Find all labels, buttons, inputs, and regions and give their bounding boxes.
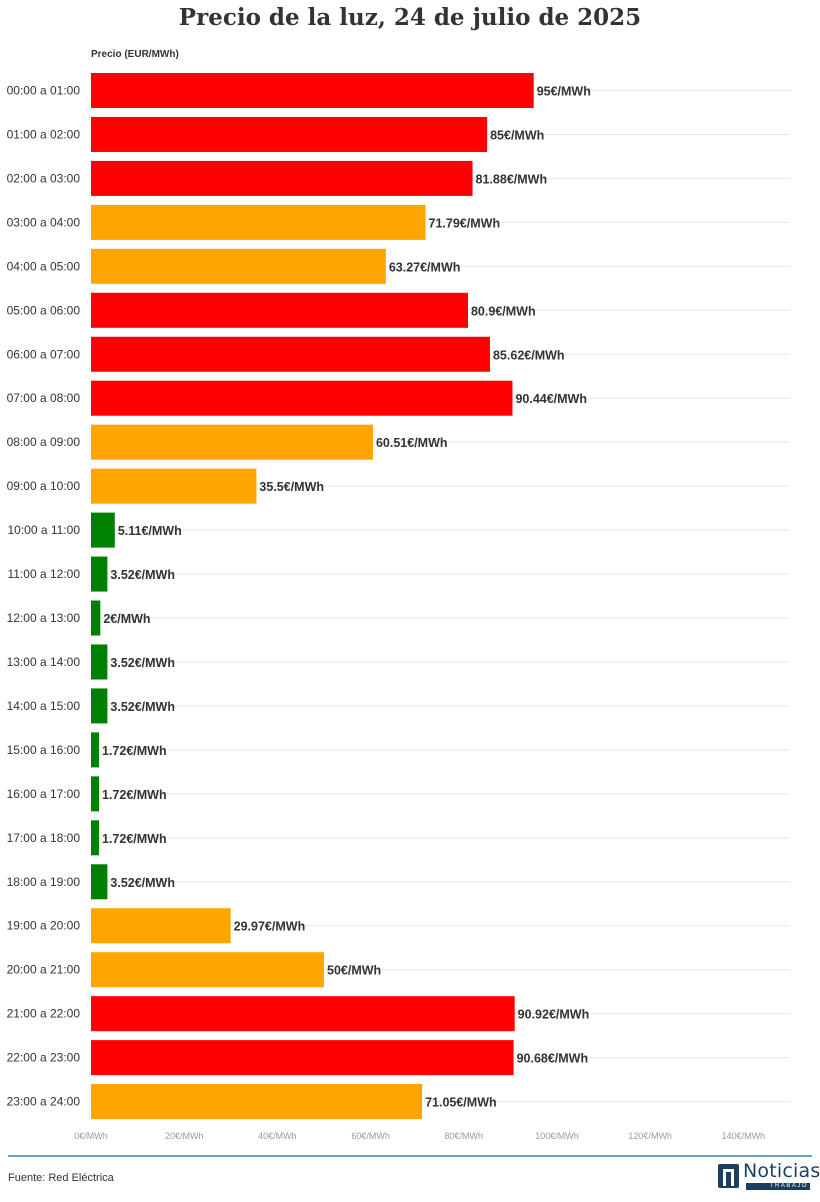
x-tick-label: 40€/MWh <box>258 1131 297 1141</box>
data-label: 85€/MWh <box>490 128 544 142</box>
category-label: 08:00 a 09:00 <box>7 435 81 449</box>
bar <box>91 424 373 460</box>
category-label: 11:00 a 12:00 <box>7 567 80 581</box>
data-label: 85.62€/MWh <box>493 348 565 362</box>
category-label: 13:00 a 14:00 <box>7 655 81 669</box>
bar <box>91 380 513 416</box>
data-label: 50€/MWh <box>327 964 381 978</box>
category-label: 21:00 a 22:00 <box>7 1007 81 1021</box>
bar <box>91 644 108 680</box>
bar <box>91 820 100 856</box>
category-label: 04:00 a 05:00 <box>7 259 81 273</box>
category-label: 07:00 a 08:00 <box>7 391 81 405</box>
category-label: 12:00 a 13:00 <box>7 611 81 625</box>
bar <box>91 1084 423 1120</box>
x-tick-labels: 0€/MWh 20€/MWh 40€/MWh 60€/MWh 80€/MWh 100€/M… <box>74 1131 765 1141</box>
bar <box>91 732 100 768</box>
bar <box>91 1040 514 1076</box>
category-label: 18:00 a 19:00 <box>7 875 81 889</box>
bar <box>91 600 101 636</box>
category-label: 17:00 a 18:00 <box>7 831 81 845</box>
data-label: 3.52€/MWh <box>110 700 175 714</box>
x-tick-label: 140€/MWh <box>722 1131 766 1141</box>
data-label: 1.72€/MWh <box>102 832 167 846</box>
logo-subtitle: TRABAJO <box>746 1183 810 1190</box>
gridlines <box>91 90 790 1103</box>
category-label: 05:00 a 06:00 <box>7 303 81 317</box>
bar <box>91 688 108 724</box>
bar <box>91 864 108 900</box>
bar <box>91 336 490 372</box>
data-label: 3.52€/MWh <box>110 568 175 582</box>
data-label: 81.88€/MWh <box>476 172 548 186</box>
category-label: 00:00 a 01:00 <box>7 84 81 98</box>
x-tick-label: 100€/MWh <box>535 1131 579 1141</box>
data-label: 29.97€/MWh <box>234 920 306 934</box>
bar <box>91 468 257 504</box>
bar-chart: Precio (EUR/MWh) 00:00 a 01:00 01:00 a 02… <box>7 49 790 1141</box>
category-label: 01:00 a 02:00 <box>7 127 81 141</box>
bar <box>91 116 488 152</box>
data-label: 90.44€/MWh <box>515 392 587 406</box>
bar <box>91 996 515 1032</box>
category-label: 19:00 a 20:00 <box>7 919 81 933</box>
source-note: Fuente: Red Eléctrica <box>8 1172 114 1184</box>
data-label: 95€/MWh <box>537 85 591 99</box>
bars <box>91 73 534 1120</box>
category-label: 09:00 a 10:00 <box>7 479 81 493</box>
data-label: 71.05€/MWh <box>425 1096 497 1110</box>
data-label: 3.52€/MWh <box>110 656 175 670</box>
data-label: 71.79€/MWh <box>429 216 501 230</box>
data-label: 90.68€/MWh <box>517 1052 589 1066</box>
logo-name: Noticias <box>743 1160 820 1182</box>
bar <box>91 952 324 988</box>
category-label: 03:00 a 04:00 <box>7 215 81 229</box>
data-label: 1.72€/MWh <box>102 788 167 802</box>
data-label: 63.27€/MWh <box>389 260 461 274</box>
bar <box>91 908 231 944</box>
x-tick-label: 120€/MWh <box>628 1131 672 1141</box>
data-label: 35.5€/MWh <box>259 480 324 494</box>
data-label: 90.92€/MWh <box>518 1008 590 1022</box>
data-label: 3.52€/MWh <box>110 876 175 890</box>
x-tick-label: 80€/MWh <box>445 1131 484 1141</box>
category-label: 06:00 a 07:00 <box>7 347 81 361</box>
category-labels: 00:00 a 01:00 01:00 a 02:00 02:00 a 03:00 0… <box>7 84 81 1109</box>
category-label: 02:00 a 03:00 <box>7 171 81 185</box>
footer-divider <box>8 1155 812 1157</box>
bar <box>91 556 108 592</box>
bar <box>91 512 115 548</box>
category-label: 16:00 a 17:00 <box>7 787 81 801</box>
category-label: 23:00 a 24:00 <box>7 1095 81 1109</box>
chart-title: Precio de la luz, 24 de julio de 2025 <box>178 4 642 31</box>
x-tick-label: 20€/MWh <box>165 1131 204 1141</box>
bar <box>91 204 426 240</box>
category-label: 22:00 a 23:00 <box>7 1051 81 1065</box>
bar <box>91 73 534 108</box>
category-label: 14:00 a 15:00 <box>7 699 81 713</box>
data-labels: 95€/MWh 85€/MWh 81.88€/MWh 71.79€/MWh 63.27€… <box>102 85 591 1110</box>
data-label: 2€/MWh <box>103 612 150 626</box>
logo-icon <box>718 1164 739 1188</box>
category-label: 15:00 a 16:00 <box>7 743 81 757</box>
bar <box>91 292 468 328</box>
brand-logo: Noticias TRABAJO <box>718 1160 820 1191</box>
data-label: 80.9€/MWh <box>471 304 536 318</box>
data-label: 1.72€/MWh <box>102 744 167 758</box>
category-label: 20:00 a 21:00 <box>7 963 81 977</box>
data-label: 5.11€/MWh <box>118 524 182 538</box>
category-label: 10:00 a 11:00 <box>7 523 80 537</box>
bar <box>91 248 386 284</box>
bar <box>91 776 100 812</box>
x-tick-label: 60€/MWh <box>351 1131 390 1141</box>
bar <box>91 160 473 196</box>
data-label: 60.51€/MWh <box>376 436 448 450</box>
axis-label: Precio (EUR/MWh) <box>91 49 179 60</box>
x-tick-label: 0€/MWh <box>74 1131 108 1141</box>
